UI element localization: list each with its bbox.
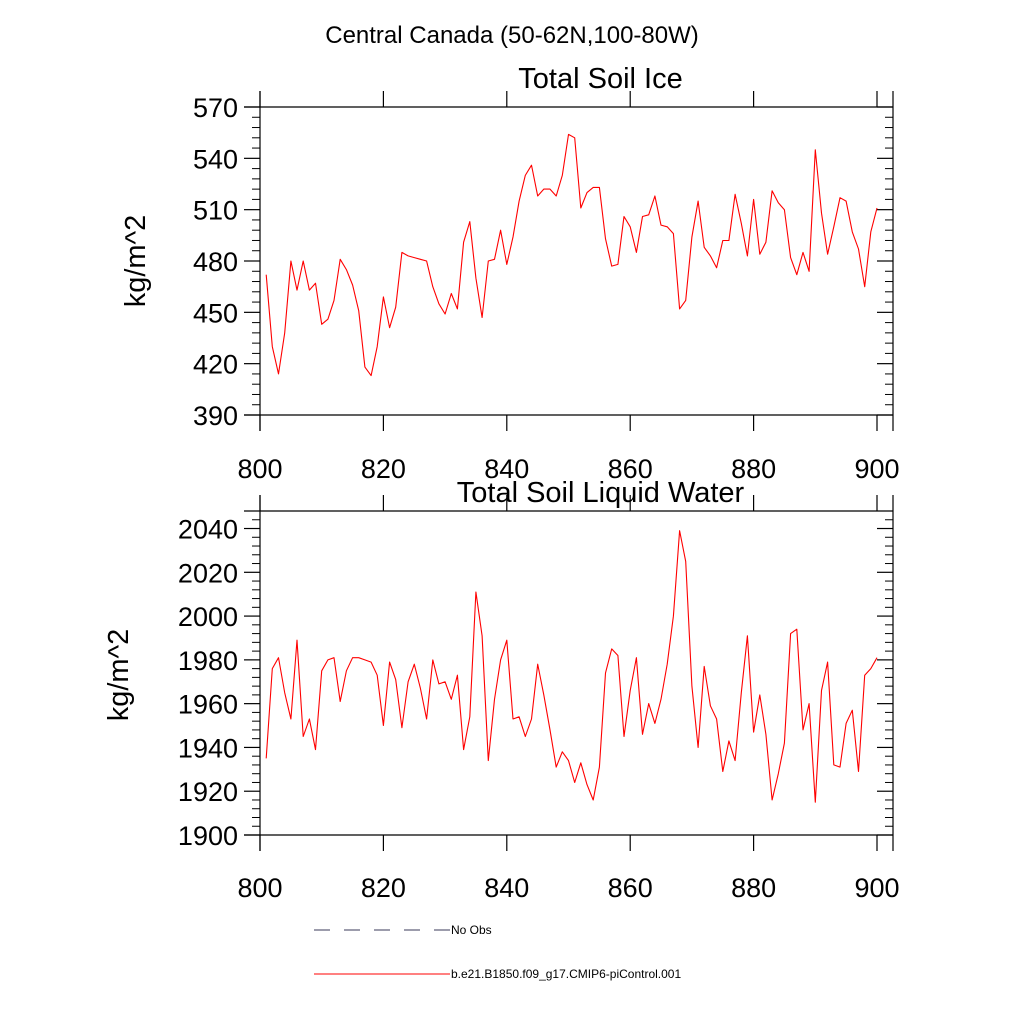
legend: No Obs b.e21.B1850.f09_g17.CMIP6-piContr… [314, 923, 681, 981]
panel-title-total-soil-ice: Total Soil Ice [518, 63, 682, 95]
y-tick-label: 480 [193, 247, 238, 277]
x-tick-label: 880 [731, 454, 776, 484]
panel-total-soil-liquid-water: Total Soil Liquid Water kg/m^2 1900 1920 194… [103, 477, 900, 903]
x-tick-label: 880 [731, 873, 776, 903]
x-tick-label: 840 [484, 454, 529, 484]
y-tick-label: 2020 [178, 558, 238, 588]
panel-total-soil-ice: Total Soil Ice kg/m^2 390 420 450 480 510 540 57… [120, 63, 900, 484]
y-axis-label: kg/m^2 [103, 629, 135, 722]
y-tick-label: 1980 [178, 646, 238, 676]
y-tick-label: 2000 [178, 602, 238, 632]
y-tick-label: 540 [193, 144, 238, 174]
y-tick-label: 570 [193, 93, 238, 123]
series-line-0 [265, 133, 878, 377]
x-tick-label: 860 [608, 454, 653, 484]
x-tick-label: 860 [608, 873, 653, 903]
x-tick-label: 840 [484, 873, 529, 903]
figure-title: Central Canada (50-62N,100-80W) [325, 22, 699, 49]
y-tick-label: 420 [193, 350, 238, 380]
y-tick-label: 390 [193, 401, 238, 431]
y-tick-label: 510 [193, 196, 238, 226]
y-tick-label: 1940 [178, 733, 238, 763]
y-axis-label: kg/m^2 [120, 215, 152, 308]
y-tick-label: 450 [193, 298, 238, 328]
x-tick-label: 900 [854, 873, 899, 903]
legend-label-no-obs: No Obs [451, 923, 492, 937]
x-tick-label: 900 [854, 454, 899, 484]
x-tick-label: 800 [237, 873, 282, 903]
y-tick-label: 2040 [178, 515, 238, 545]
y-tick-label: 1960 [178, 690, 238, 720]
series-line-0 [265, 530, 878, 803]
y-tick-label: 1900 [178, 821, 238, 851]
x-tick-label: 800 [237, 454, 282, 484]
x-tick-label: 820 [361, 454, 406, 484]
x-tick-label: 820 [361, 873, 406, 903]
y-tick-label: 1920 [178, 777, 238, 807]
legend-label-picontrol: b.e21.B1850.f09_g17.CMIP6-piControl.001 [451, 967, 681, 981]
panel-title-total-soil-liquid-water: Total Soil Liquid Water [457, 477, 745, 509]
